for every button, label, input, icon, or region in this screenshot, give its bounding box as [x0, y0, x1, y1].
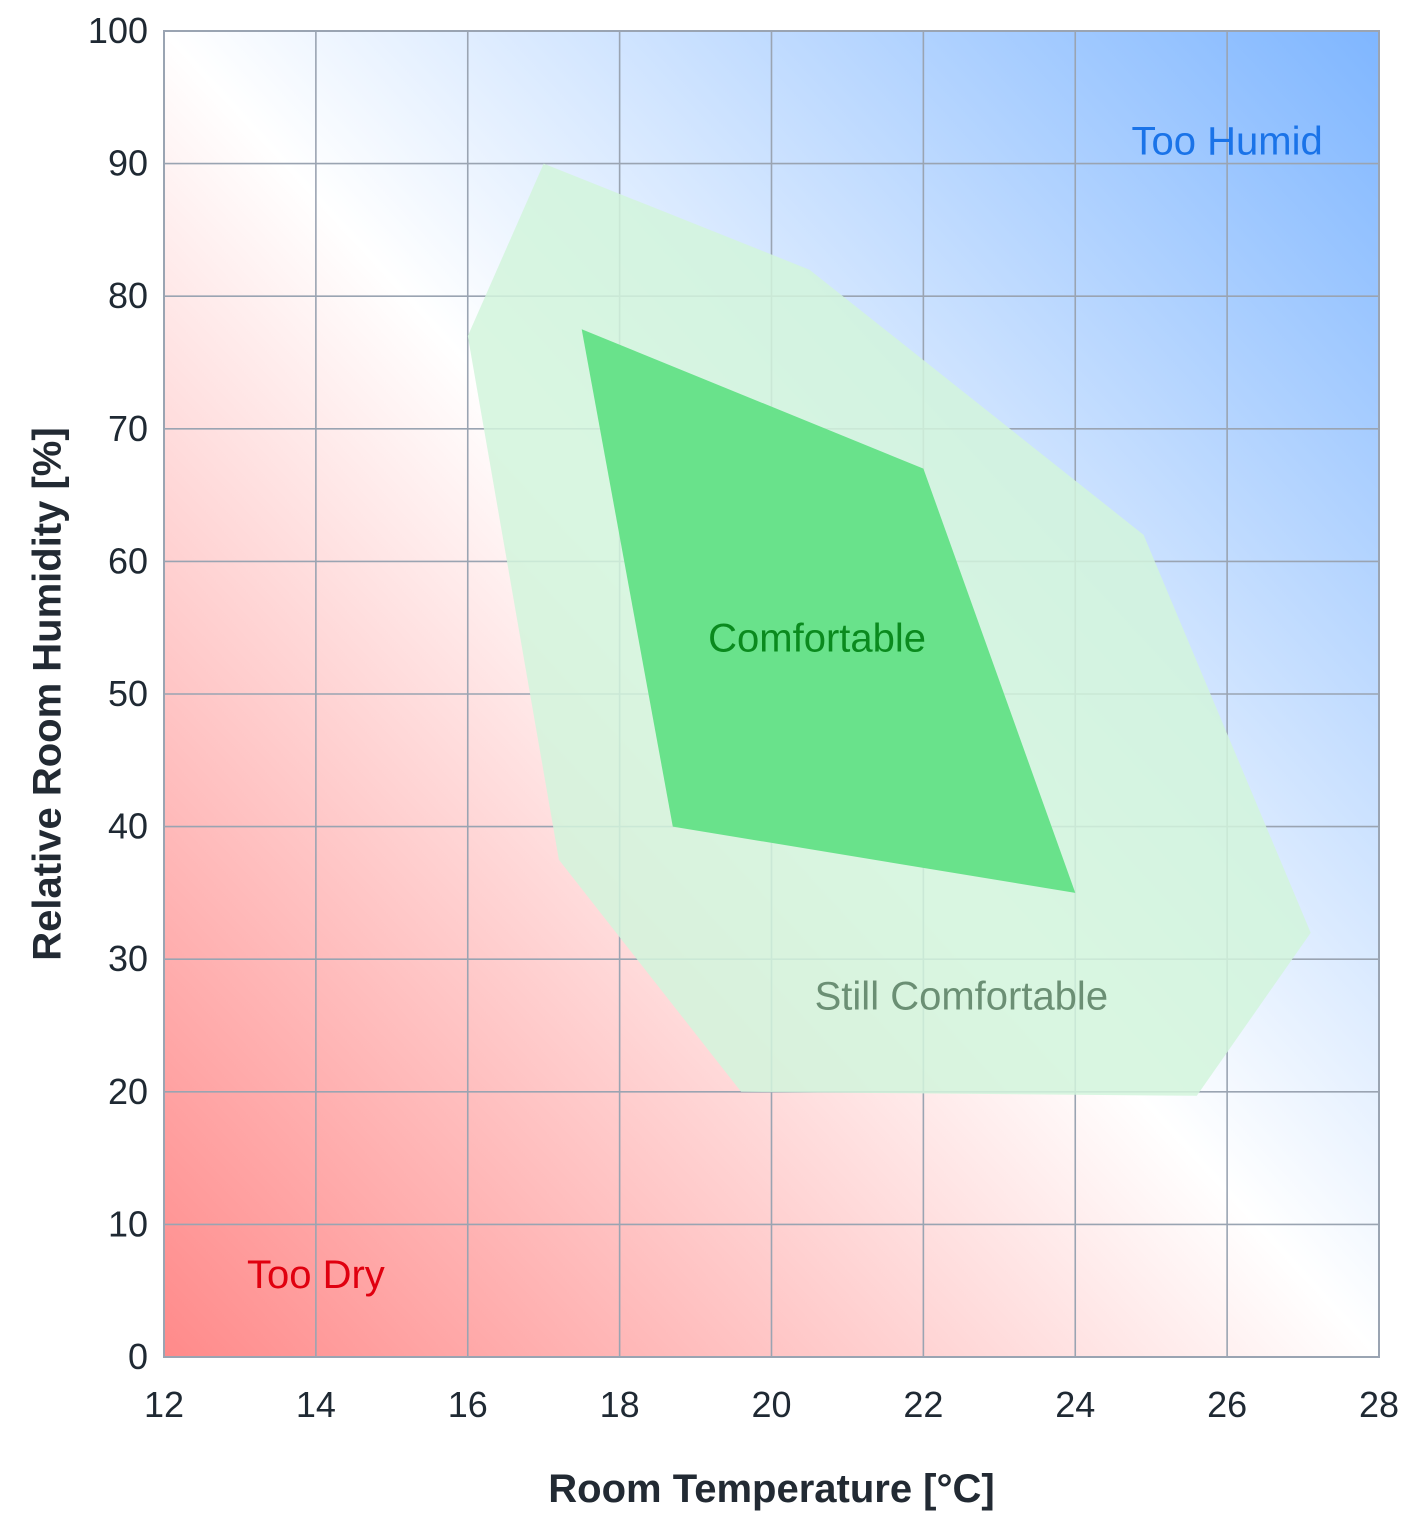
x-tick-label: 16 [448, 1384, 488, 1425]
y-tick-label: 90 [108, 143, 148, 184]
x-tick-label: 24 [1055, 1384, 1095, 1425]
y-tick-label: 80 [108, 275, 148, 316]
x-axis-title: Room Temperature [°C] [548, 1467, 994, 1511]
x-tick-label: 20 [751, 1384, 791, 1425]
comfort-regions [467, 163, 1311, 1096]
y-tick-label: 50 [108, 673, 148, 714]
y-tick-label: 60 [108, 540, 148, 581]
y-tick-label: 40 [108, 806, 148, 847]
region-comfortable [581, 329, 1076, 893]
label-still-comfortable: Still Comfortable [815, 975, 1108, 1019]
plot-frame [163, 30, 1380, 1358]
x-axis-ticks: 12 14 16 18 20 22 24 26 28 [144, 1384, 1399, 1425]
label-comfortable: Comfortable [708, 617, 926, 661]
y-tick-label: 0 [128, 1336, 148, 1377]
y-axis-title: Relative Room Humidity [%] [26, 427, 70, 960]
annotation-too-dry: Too Dry [247, 1253, 385, 1297]
y-axis-ticks: 0 10 20 30 40 50 60 70 80 90 100 [88, 10, 148, 1377]
x-tick-label: 26 [1207, 1384, 1247, 1425]
annotation-too-humid: Too Humid [1132, 119, 1323, 163]
x-tick-label: 12 [144, 1384, 184, 1425]
x-tick-label: 18 [600, 1384, 640, 1425]
y-tick-label: 10 [108, 1203, 148, 1244]
region-labels: Still Comfortable Comfortable Too Humid Too… [247, 119, 1323, 1297]
x-tick-label: 28 [1359, 1384, 1399, 1425]
x-tick-label: 22 [903, 1384, 943, 1425]
y-tick-label: 100 [88, 10, 148, 51]
y-tick-label: 70 [108, 408, 148, 449]
y-tick-label: 30 [108, 938, 148, 979]
x-tick-label: 14 [296, 1384, 336, 1425]
y-tick-label: 20 [108, 1071, 148, 1112]
